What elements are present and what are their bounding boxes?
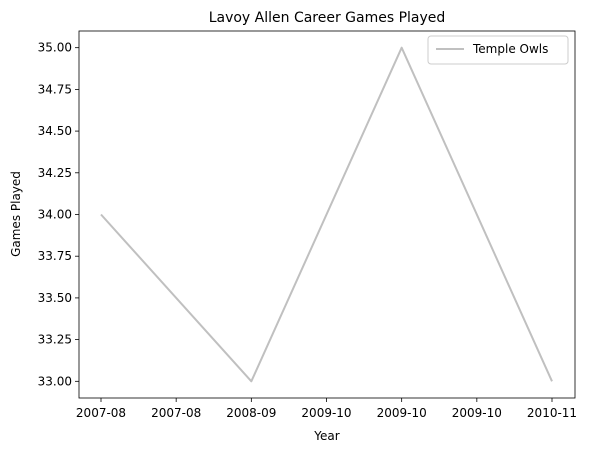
y-tick-label: 34.50 — [38, 124, 72, 138]
x-axis: 2007-08 2007-08 2008-09 2009-10 2009-10 2009-… — [76, 398, 577, 420]
chart-title: Lavoy Allen Career Games Played — [209, 10, 446, 26]
x-axis-label: Year — [313, 429, 339, 443]
x-tick-label: 2009-10 — [452, 406, 502, 420]
x-tick-label: 2009-10 — [301, 406, 351, 420]
x-tick-label: 2009-10 — [377, 406, 427, 420]
legend-label-temple-owls: Temple Owls — [472, 42, 548, 56]
y-tick-label: 33.50 — [38, 291, 72, 305]
x-tick-label: 2007-08 — [151, 406, 201, 420]
x-tick-label: 2010-11 — [527, 406, 577, 420]
x-tick-label: 2008-09 — [226, 406, 276, 420]
plot-frame — [78, 30, 576, 399]
y-axis: 33.00 33.25 33.50 33.75 34.00 34.25 34.50 34.75… — [38, 41, 79, 388]
series-line-temple-owls — [100, 46, 553, 383]
legend: Temple Owls — [427, 35, 569, 65]
y-axis-label: Games Played — [9, 171, 23, 257]
legend-box — [427, 35, 569, 65]
y-tick-label: 34.75 — [38, 82, 72, 96]
y-tick-label: 34.25 — [38, 166, 72, 180]
y-tick-label: 33.00 — [38, 374, 72, 388]
y-tick-label: 34.00 — [38, 208, 72, 222]
y-tick-label: 33.75 — [38, 249, 72, 263]
y-tick-label: 35.00 — [38, 41, 72, 55]
y-tick-label: 33.25 — [38, 333, 72, 347]
x-tick-label: 2007-08 — [76, 406, 126, 420]
series-lines — [100, 46, 553, 383]
